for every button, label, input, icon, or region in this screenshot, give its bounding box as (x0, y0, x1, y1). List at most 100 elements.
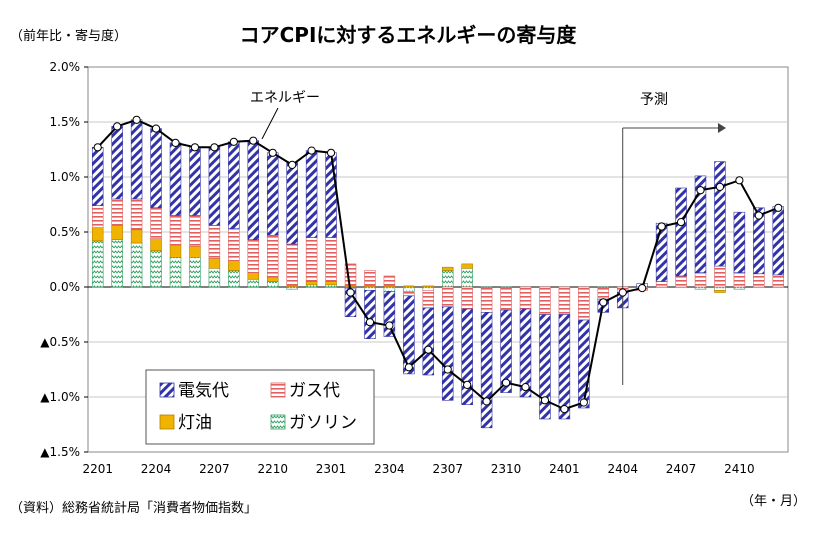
energy-point (638, 284, 647, 293)
bar-kerosene (247, 272, 260, 280)
bar-gasoline (305, 284, 318, 288)
bar-kerosene (189, 246, 201, 258)
bar-gasoline (208, 267, 221, 288)
bar-gas (403, 291, 415, 297)
y-tick-label: 1.5% (50, 115, 81, 129)
y-tick-label: 0.5% (50, 225, 81, 239)
bar-gas (189, 215, 201, 247)
bar-electricity (753, 207, 765, 275)
bar-gas (655, 281, 668, 288)
bar-gasoline (383, 286, 396, 292)
bar-gas (383, 275, 396, 287)
chart-title: コアCPIに対するエネルギーの寄与度 (240, 23, 578, 47)
bar-kerosene (228, 260, 240, 271)
bar-electricity (772, 206, 785, 276)
bar-gas (364, 270, 376, 287)
energy-point (346, 288, 355, 297)
bar-gasoline (461, 267, 473, 288)
energy-point (657, 222, 666, 231)
energy-point (326, 148, 336, 157)
bar-electricity (500, 309, 512, 393)
bar-gas (247, 239, 260, 273)
x-tick-label: 2410 (724, 462, 755, 476)
x-unit-label: （年・月） (741, 494, 806, 509)
energy-point (774, 203, 783, 212)
energy-point (560, 405, 569, 414)
bar-electricity (111, 126, 123, 200)
x-tick-label: 2204 (141, 462, 172, 476)
bar-electricity (422, 307, 435, 376)
bar-gas (91, 205, 104, 228)
energy-point (249, 136, 258, 145)
bar-gasoline (91, 240, 104, 288)
bar-gasoline (111, 239, 123, 288)
bar-electricity (169, 142, 182, 216)
energy-point (463, 380, 472, 389)
x-tick-label: 2404 (607, 462, 638, 476)
bar-gasoline (403, 286, 415, 292)
bar-gas (422, 289, 435, 309)
energy-point (599, 298, 608, 307)
energy-point (754, 211, 763, 220)
bar-kerosene (403, 285, 415, 288)
bar-gasoline (441, 270, 454, 288)
bar-gas (130, 198, 143, 231)
legend-swatch-kerosene (159, 414, 175, 430)
x-tick-label: 2304 (374, 462, 405, 476)
bar-gas (325, 237, 337, 282)
energy-point (113, 122, 122, 131)
x-tick-label: 2210 (257, 462, 288, 476)
energy-point (482, 397, 491, 406)
bar-kerosene (208, 258, 221, 269)
bar-electricity (733, 211, 746, 273)
energy-point (424, 345, 433, 354)
bar-electricity (714, 161, 726, 267)
bar-gas (228, 228, 240, 261)
bar-electricity (441, 306, 454, 401)
bar-gas (286, 243, 298, 287)
bar-gas (519, 286, 532, 310)
bar-gas (500, 287, 512, 311)
x-tick-label: 2401 (549, 462, 580, 476)
energy-point (288, 160, 297, 169)
bar-gas (714, 265, 726, 288)
y-tick-label: ▲1.0% (40, 390, 80, 404)
bar-electricity (189, 147, 201, 216)
y-tick-label: 2.0% (50, 60, 81, 74)
bar-kerosene (305, 281, 318, 286)
bar-electricity (694, 175, 707, 273)
bar-gasoline (247, 278, 260, 288)
energy-point (404, 363, 413, 372)
bar-electricity (480, 311, 493, 429)
bar-kerosene (325, 281, 337, 286)
energy-point (171, 138, 180, 147)
x-tick-label: 2307 (432, 462, 463, 476)
y-tick-label: ▲1.5% (40, 445, 80, 459)
bar-electricity (247, 140, 260, 240)
bar-gasoline (266, 281, 279, 288)
energy-label-leader (261, 107, 279, 140)
bar-gas (597, 287, 610, 300)
bar-gas (111, 198, 123, 226)
bar-electricity (150, 128, 162, 209)
bar-gasoline (130, 242, 143, 288)
bar-gas (578, 286, 590, 321)
legend-label-electricity: 電気代 (178, 381, 229, 401)
energy-point (365, 318, 375, 327)
y-tick-label: 1.0% (50, 170, 81, 184)
bar-electricity (675, 187, 687, 277)
y-unit-label: （前年比・寄与度） (10, 28, 127, 44)
forecast-label: 予測 (640, 92, 668, 108)
energy-point (307, 146, 316, 155)
x-tick-label: 2207 (199, 462, 230, 476)
bar-electricity (364, 289, 376, 339)
bar-electricity (461, 308, 473, 405)
bar-electricity (266, 152, 279, 236)
legend-label-gasoline: ガソリン (289, 413, 357, 433)
energy-point (521, 383, 530, 392)
bar-gasoline (422, 286, 435, 291)
energy-point (443, 365, 452, 374)
y-tick-label: 0.0% (50, 280, 81, 294)
legend-box (145, 369, 375, 445)
